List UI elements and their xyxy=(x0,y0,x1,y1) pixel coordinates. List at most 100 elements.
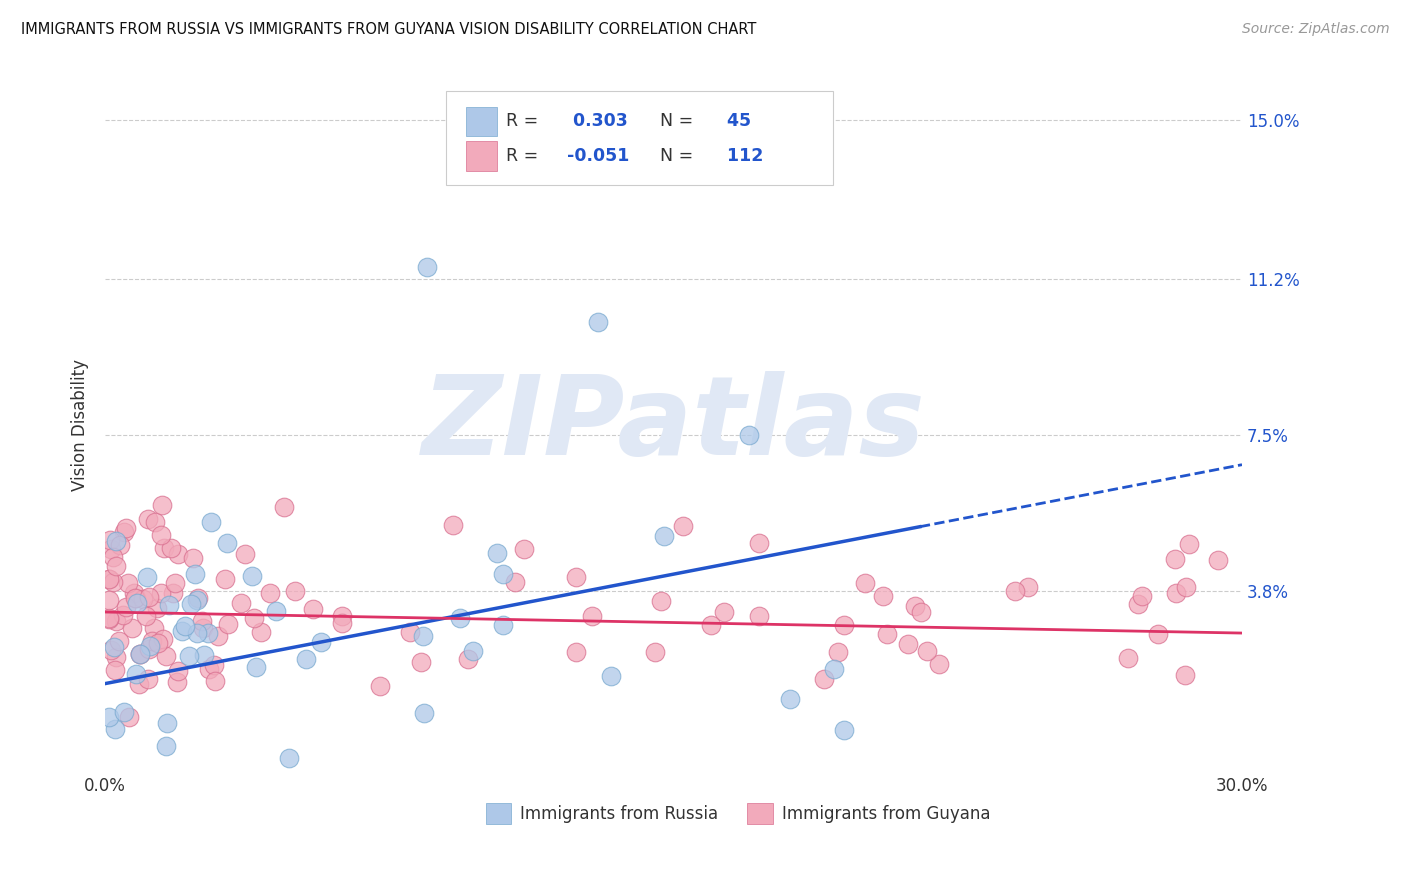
Point xyxy=(104,533,127,548)
Text: Immigrants from Russia: Immigrants from Russia xyxy=(520,805,718,822)
Point xyxy=(915,644,938,658)
Point xyxy=(904,599,927,613)
Point xyxy=(115,600,138,615)
FancyBboxPatch shape xyxy=(486,803,510,824)
Text: R =: R = xyxy=(506,147,538,165)
Point xyxy=(295,651,318,665)
Point xyxy=(416,260,439,274)
Point xyxy=(1178,537,1201,551)
Point xyxy=(1004,584,1026,599)
Point xyxy=(441,517,464,532)
Point xyxy=(132,591,155,606)
Point xyxy=(98,611,121,625)
Point xyxy=(129,647,152,661)
Point xyxy=(138,591,160,605)
Point xyxy=(1206,553,1229,567)
Point xyxy=(823,662,845,676)
Point xyxy=(644,644,666,658)
Point xyxy=(1174,668,1197,682)
Text: 0.303: 0.303 xyxy=(561,112,628,130)
Point xyxy=(928,657,950,672)
Point xyxy=(101,549,124,564)
Point xyxy=(214,572,236,586)
Point xyxy=(187,591,209,606)
Point xyxy=(124,591,146,606)
Point xyxy=(1128,597,1150,611)
Point xyxy=(150,528,173,542)
Point xyxy=(284,583,307,598)
Point xyxy=(146,635,169,649)
Point xyxy=(138,642,160,657)
Point xyxy=(513,542,536,557)
Point xyxy=(264,604,287,618)
Point xyxy=(98,572,121,586)
Point xyxy=(141,634,163,648)
Text: ZIPatlas: ZIPatlas xyxy=(422,371,925,478)
Point xyxy=(259,586,281,600)
Point xyxy=(118,710,141,724)
Point xyxy=(301,602,323,616)
Point xyxy=(910,605,932,619)
Point xyxy=(149,586,172,600)
Point xyxy=(139,640,162,654)
Point xyxy=(98,709,121,723)
Point xyxy=(150,498,173,512)
Point xyxy=(368,679,391,693)
Point xyxy=(107,633,129,648)
Point xyxy=(492,567,515,582)
Point xyxy=(128,647,150,661)
Point xyxy=(159,541,181,556)
Point xyxy=(104,559,127,574)
Point xyxy=(503,575,526,590)
Point xyxy=(245,660,267,674)
Point xyxy=(98,612,121,626)
Point xyxy=(200,515,222,529)
Point xyxy=(273,500,295,514)
Point xyxy=(174,619,197,633)
Point xyxy=(112,524,135,539)
Point xyxy=(135,608,157,623)
Point xyxy=(157,599,180,613)
Point xyxy=(457,652,479,666)
Point xyxy=(492,617,515,632)
Point xyxy=(398,624,420,639)
Point xyxy=(98,592,121,607)
Point xyxy=(117,575,139,590)
Point xyxy=(156,716,179,731)
Point xyxy=(104,722,127,736)
Point xyxy=(700,617,723,632)
Point xyxy=(207,629,229,643)
Text: 45: 45 xyxy=(714,112,751,130)
Point xyxy=(832,617,855,632)
Point xyxy=(204,673,226,688)
Point xyxy=(581,608,603,623)
Point xyxy=(155,648,177,663)
Point xyxy=(461,644,484,658)
FancyBboxPatch shape xyxy=(748,803,772,824)
Point xyxy=(136,672,159,686)
Text: R =: R = xyxy=(506,112,538,130)
Point xyxy=(166,675,188,690)
Point xyxy=(832,723,855,737)
Y-axis label: Vision Disability: Vision Disability xyxy=(72,359,89,491)
Point xyxy=(112,706,135,720)
Point xyxy=(233,547,256,561)
Text: N =: N = xyxy=(659,147,693,165)
Point xyxy=(167,664,190,678)
Point xyxy=(152,632,174,646)
Point xyxy=(330,609,353,624)
Point xyxy=(136,512,159,526)
Point xyxy=(98,533,121,548)
Point xyxy=(105,649,128,664)
Point xyxy=(738,428,761,442)
Point xyxy=(98,572,121,586)
Point xyxy=(163,576,186,591)
Point xyxy=(100,541,122,556)
Point xyxy=(100,643,122,657)
Point xyxy=(1174,580,1197,594)
FancyBboxPatch shape xyxy=(446,91,832,186)
Text: Source: ZipAtlas.com: Source: ZipAtlas.com xyxy=(1241,22,1389,37)
Point xyxy=(103,640,125,655)
Point xyxy=(872,589,894,603)
Point xyxy=(449,611,471,625)
